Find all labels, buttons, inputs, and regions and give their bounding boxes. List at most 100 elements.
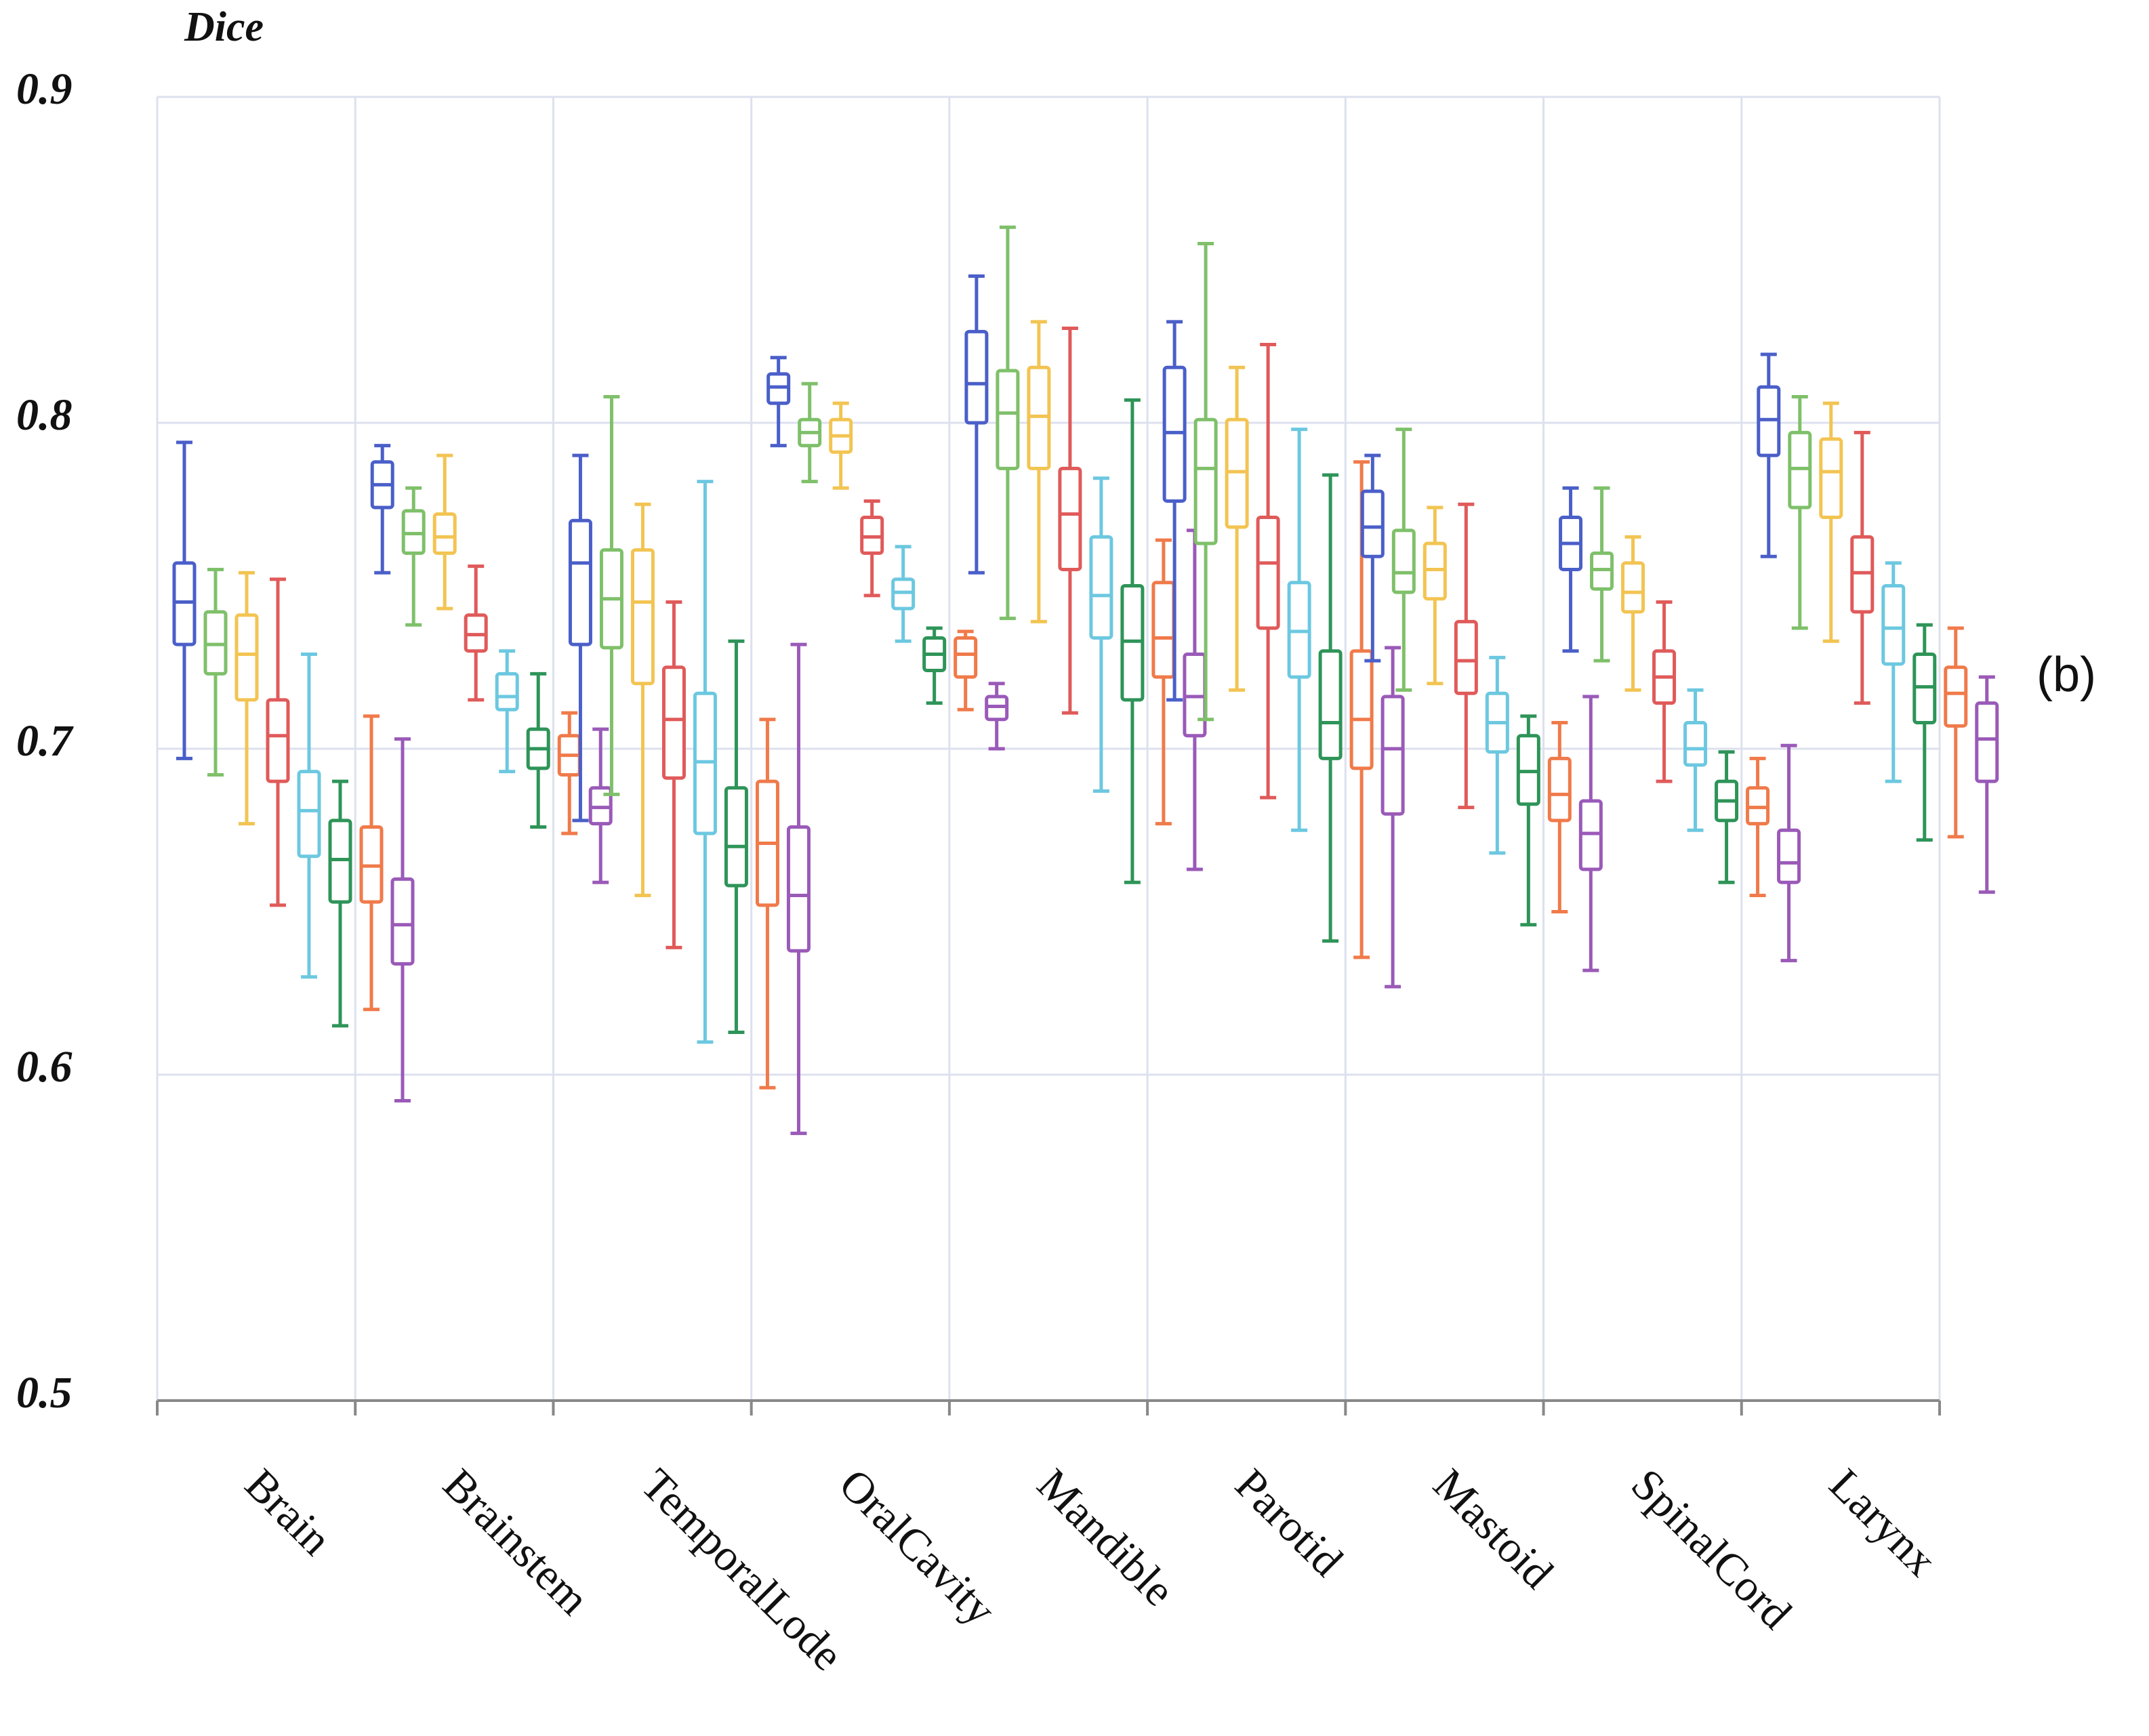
- box-plot: [1578, 695, 1603, 972]
- box-iqr: [297, 770, 321, 859]
- box-iqr: [1089, 535, 1113, 640]
- box-plot: [661, 600, 686, 949]
- box-plot: [568, 453, 592, 823]
- box-plot: [1089, 476, 1113, 793]
- box-plot: [328, 779, 352, 1028]
- box-plot: [786, 642, 811, 1136]
- box-plot: [1944, 626, 1968, 839]
- box-plot: [1547, 721, 1572, 913]
- box-group: [370, 444, 613, 884]
- axis-layer: 0.5 0.6 0.7 0.8 0.9 Brain Brainstem TemporalLod…: [16, 64, 1946, 1680]
- box-plot: [526, 671, 550, 829]
- box-plot: [985, 682, 1009, 751]
- box-plot: [1715, 750, 1739, 884]
- box-plot: [359, 714, 384, 1012]
- box-plot: [172, 440, 197, 760]
- box-plot: [1256, 343, 1280, 800]
- box-iqr: [568, 518, 592, 646]
- box-plot: [1151, 538, 1176, 826]
- y-tick-label: 0.5: [16, 1368, 73, 1418]
- box-iqr: [964, 329, 989, 425]
- box-plot: [1777, 743, 1801, 963]
- box-iqr: [1547, 756, 1572, 823]
- box-plot: [234, 571, 259, 826]
- box-plot: [954, 629, 978, 711]
- box-plot: [1380, 646, 1405, 989]
- x-tick-label: OralCavity: [830, 1460, 1005, 1635]
- box-plot: [495, 649, 519, 774]
- box-iqr: [1256, 515, 1280, 630]
- box-group: [766, 356, 1009, 751]
- box-group: [172, 440, 415, 1102]
- box-iqr: [1360, 489, 1385, 558]
- box-iqr: [1621, 561, 1645, 614]
- box-plot: [1287, 428, 1311, 832]
- box-group: [1162, 241, 1405, 989]
- box-iqr: [432, 512, 457, 555]
- box-iqr: [1819, 437, 1843, 519]
- box-iqr: [390, 877, 415, 966]
- box-plot: [1788, 395, 1812, 630]
- x-tick-label: SpinalCord: [1622, 1460, 1801, 1638]
- box-iqr: [724, 786, 748, 888]
- box-plot: [1193, 241, 1218, 722]
- box-plot: [1485, 655, 1509, 855]
- box-iqr: [1380, 695, 1405, 816]
- box-plot: [1683, 688, 1708, 832]
- box-layer: [172, 225, 1999, 1136]
- box-plot: [1225, 365, 1249, 692]
- y-axis-label: Dice: [184, 4, 264, 50]
- x-tick-label: TemporalLode: [632, 1460, 853, 1680]
- x-tick-label: Mastoid: [1424, 1460, 1563, 1598]
- box-iqr: [1391, 529, 1416, 594]
- box-iqr: [1193, 417, 1218, 545]
- x-tick-label: Mandible: [1027, 1460, 1183, 1615]
- box-group: [964, 225, 1207, 884]
- box-plot: [1360, 453, 1385, 663]
- box-iqr: [266, 698, 290, 783]
- box-plot: [724, 639, 748, 1034]
- x-tick-label: Parotid: [1226, 1460, 1352, 1586]
- box-group: [1757, 352, 1999, 894]
- box-plot: [557, 711, 581, 835]
- box-plot: [1819, 401, 1843, 643]
- box-plot: [1881, 561, 1906, 783]
- box-iqr: [786, 825, 811, 953]
- box-plot: [1590, 486, 1614, 663]
- box-iqr: [495, 671, 519, 711]
- box-group: [1559, 486, 1801, 963]
- box-plot: [1058, 327, 1082, 715]
- y-tick-label: 0.6: [16, 1042, 73, 1092]
- box-plot: [1652, 600, 1677, 783]
- box-iqr: [234, 613, 259, 702]
- box-plot: [1318, 473, 1343, 943]
- box-plot: [432, 453, 457, 611]
- y-tick-label: 0.7: [16, 716, 75, 766]
- box-iqr: [996, 369, 1020, 470]
- box-plot: [630, 502, 655, 897]
- box-plot: [370, 444, 394, 575]
- box-iqr: [630, 548, 655, 686]
- box-plot: [964, 274, 989, 575]
- box-plot: [996, 225, 1020, 621]
- box-plot: [1975, 675, 1999, 894]
- box-plot: [401, 486, 426, 627]
- y-tick-label: 0.9: [16, 64, 73, 114]
- box-iqr: [1975, 701, 1999, 783]
- box-iqr: [1777, 828, 1801, 884]
- box-plot: [1746, 756, 1770, 897]
- box-plot: [1516, 714, 1540, 927]
- box-plot: [922, 626, 947, 705]
- box-plot: [1120, 398, 1145, 884]
- box-plot: [693, 480, 717, 1044]
- box-iqr: [1318, 649, 1343, 760]
- box-plot: [588, 727, 613, 884]
- box-plot: [1757, 352, 1781, 558]
- grid-layer: [156, 96, 1941, 1401]
- box-plot: [1850, 430, 1875, 705]
- box-iqr: [1349, 649, 1374, 770]
- box-plot: [297, 653, 321, 979]
- box-plot: [1349, 460, 1374, 959]
- box-iqr: [1058, 466, 1082, 571]
- box-iqr: [1683, 721, 1708, 767]
